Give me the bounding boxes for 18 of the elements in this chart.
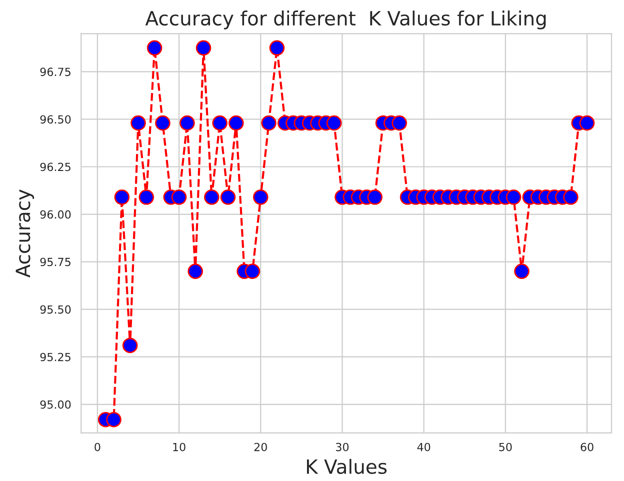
chart-title: Accuracy for different K Values for Liking [145, 10, 546, 30]
x-tick-label: 30 [336, 442, 349, 452]
y-tick-label: 96.25 [40, 162, 70, 172]
y-tick-label: 95.00 [40, 400, 71, 409]
y-tick-label: 95.50 [40, 305, 71, 314]
y-tick-label: 95.75 [40, 258, 70, 266]
y-tick-label: 95.25 [40, 352, 70, 362]
x-tick-label: 60 [580, 442, 594, 452]
x-tick-label: 0 [94, 442, 100, 452]
x-tick-label: 10 [173, 442, 186, 452]
y-tick-label: 96.00 [40, 210, 71, 219]
x-tick-label: 20 [254, 442, 267, 452]
x-tick-label: 50 [499, 442, 512, 452]
y-tick-label: 96.50 [40, 115, 71, 124]
x-tick-label: 40 [417, 442, 430, 452]
y-axis-title: Accuracy [16, 189, 34, 278]
x-axis-title: K Values [307, 458, 387, 474]
y-tick-label: 96.75 [40, 68, 70, 76]
